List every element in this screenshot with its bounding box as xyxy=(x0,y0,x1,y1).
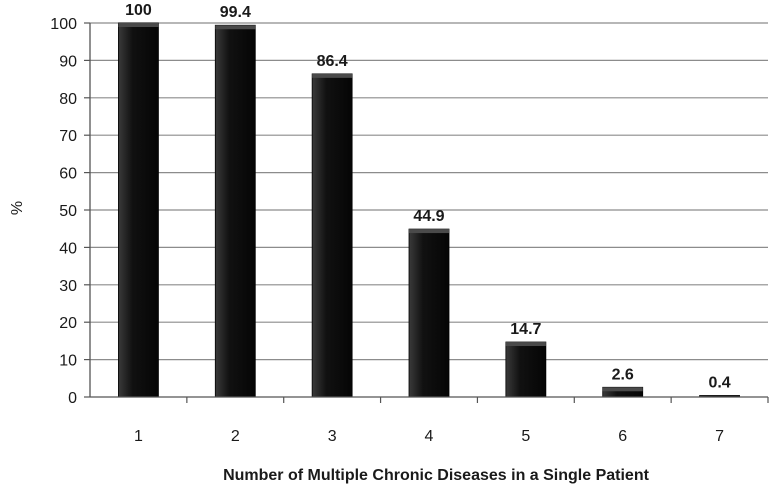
data-label: 100 xyxy=(125,2,152,19)
y-tick-label: 100 xyxy=(50,16,77,33)
bar xyxy=(214,24,256,398)
bar-top-bevel xyxy=(409,229,449,234)
bar-top-bevel xyxy=(312,73,353,78)
data-label: 99.4 xyxy=(220,4,251,21)
data-label: 14.7 xyxy=(510,321,541,338)
data-label: 86.4 xyxy=(317,53,348,70)
y-tick-label: 50 xyxy=(59,203,77,220)
y-tick-label: 30 xyxy=(59,278,77,295)
x-tick-label: 3 xyxy=(328,428,337,445)
y-tick-label: 90 xyxy=(59,53,77,70)
x-axis-title: Number of Multiple Chronic Diseases in a… xyxy=(223,467,650,484)
bar xyxy=(118,22,159,398)
y-axis-title: % xyxy=(9,201,26,215)
x-tick-label: 7 xyxy=(715,428,724,445)
x-tick-label: 4 xyxy=(425,428,434,445)
bars xyxy=(118,22,740,398)
bar xyxy=(505,341,547,398)
bar-top-bevel xyxy=(215,25,256,30)
gridlines xyxy=(90,22,768,361)
y-tick-labels: 0 10 20 30 40 50 60 70 80 90 100 xyxy=(50,16,77,407)
y-tick-label: 80 xyxy=(59,91,77,108)
data-label: 0.4 xyxy=(708,375,730,392)
x-tick-label: 5 xyxy=(521,428,530,445)
y-tick-label: 0 xyxy=(68,390,77,407)
y-tick-label: 40 xyxy=(59,240,77,257)
data-labels: 100 99.4 86.4 44.9 14.7 2.6 0.4 xyxy=(125,2,731,392)
bar xyxy=(311,73,353,398)
y-tick-label: 10 xyxy=(59,353,77,370)
data-label: 44.9 xyxy=(413,208,444,225)
bar xyxy=(408,228,450,398)
x-tick-label: 6 xyxy=(618,428,627,445)
y-tick-label: 20 xyxy=(59,315,77,332)
x-tick-label: 1 xyxy=(134,428,143,445)
x-tick-label: 2 xyxy=(231,428,240,445)
x-tick-labels: 1 2 3 4 5 6 7 xyxy=(134,428,724,445)
y-tick-label: 60 xyxy=(59,166,77,183)
axes xyxy=(84,22,769,403)
y-tick-label: 70 xyxy=(59,128,77,145)
data-label: 2.6 xyxy=(612,366,634,383)
bar-top-bevel xyxy=(505,342,546,347)
bar-top-bevel xyxy=(118,23,159,27)
bar-top-bevel xyxy=(602,387,643,392)
